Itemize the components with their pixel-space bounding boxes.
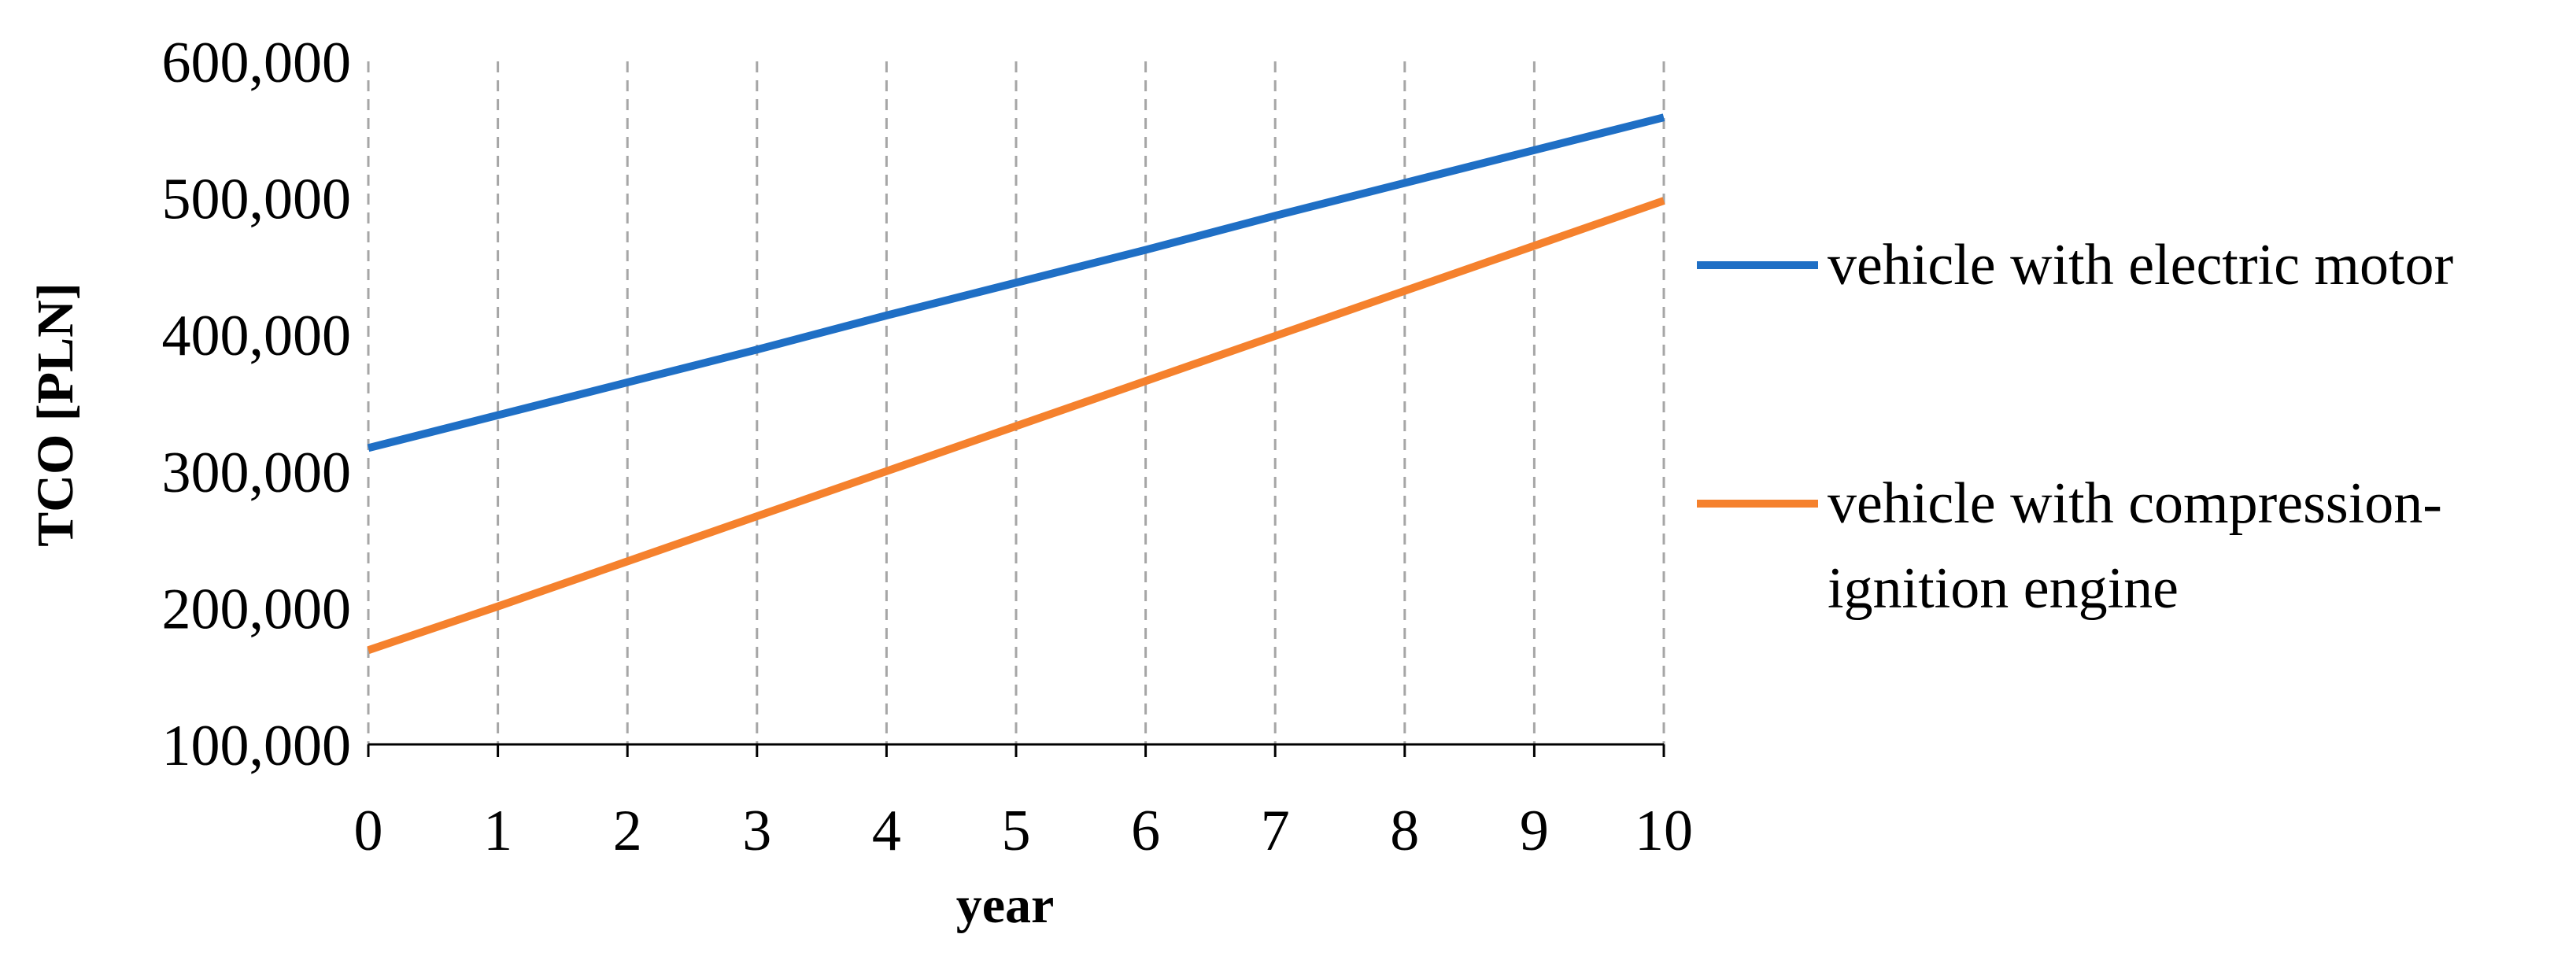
vertical-gridlines xyxy=(367,61,1665,744)
x-tick-label: 10 xyxy=(1635,799,1693,863)
series-line-1 xyxy=(367,113,1665,452)
x-tick-label: 6 xyxy=(1131,799,1160,863)
legend-label-1: vehicle with electric motor xyxy=(1828,233,2453,297)
x-tick-label: 1 xyxy=(483,799,512,863)
x-tick-label: 9 xyxy=(1520,799,1549,863)
x-tick-labels: 0 1 2 3 4 5 6 7 8 9 10 xyxy=(354,799,1694,863)
legend: vehicle with electric motor vehicle with … xyxy=(1697,233,2453,621)
y-axis-title: TCO [PLN] xyxy=(27,282,84,546)
series-line-2 xyxy=(367,197,1665,654)
x-axis-title: year xyxy=(956,877,1055,934)
y-tick-label: 300,000 xyxy=(162,441,352,505)
x-tick-label: 4 xyxy=(872,799,901,863)
legend-label-2: ignition engine xyxy=(1828,556,2179,621)
x-tick-label: 7 xyxy=(1261,799,1290,863)
y-tick-label: 200,000 xyxy=(162,577,352,641)
x-tick-label: 2 xyxy=(613,799,642,863)
y-tick-label: 100,000 xyxy=(162,714,352,778)
x-tick-label: 5 xyxy=(1002,799,1031,863)
x-tick-label: 0 xyxy=(354,799,383,863)
legend-label-2: vehicle with compression- xyxy=(1828,471,2442,536)
y-tick-label: 500,000 xyxy=(162,168,352,232)
x-tick-label: 3 xyxy=(742,799,771,863)
axes xyxy=(367,743,1665,757)
y-tick-labels: 100,000 200,000 300,000 400,000 500,000 600,0… xyxy=(162,31,352,778)
y-tick-label: 600,000 xyxy=(162,31,352,95)
y-tick-label: 400,000 xyxy=(162,304,352,368)
series-lines xyxy=(367,113,1665,654)
x-tick-label: 8 xyxy=(1390,799,1419,863)
